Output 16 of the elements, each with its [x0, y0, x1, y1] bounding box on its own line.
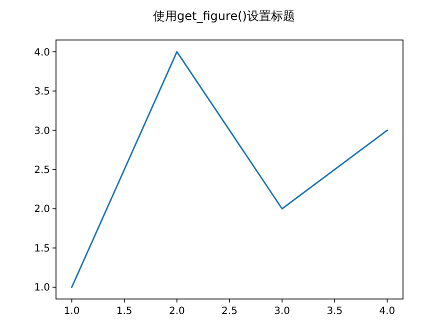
- x-tick-label: 3.0: [274, 306, 290, 317]
- x-tick-label: 1.0: [64, 306, 80, 317]
- y-tick-label: 1.0: [34, 282, 50, 294]
- y-tick-label: 4.0: [34, 47, 50, 58]
- x-tick-label: 2.0: [168, 306, 185, 317]
- y-tick-label: 2.5: [34, 165, 50, 176]
- line-series: [71, 51, 388, 288]
- x-tick-label: 3.5: [326, 306, 343, 317]
- x-tick-label: 2.5: [222, 306, 238, 317]
- x-tick-label: 1.5: [116, 306, 132, 317]
- y-tick-label: 3.5: [34, 86, 50, 98]
- y-tick-label: 1.5: [34, 243, 50, 254]
- x-tick-label: 4.0: [379, 306, 396, 317]
- y-tick-label: 3.0: [34, 126, 50, 137]
- y-tick-label: 2.0: [34, 204, 50, 216]
- chart-title: 使用get_figure()设置标题: [153, 9, 295, 23]
